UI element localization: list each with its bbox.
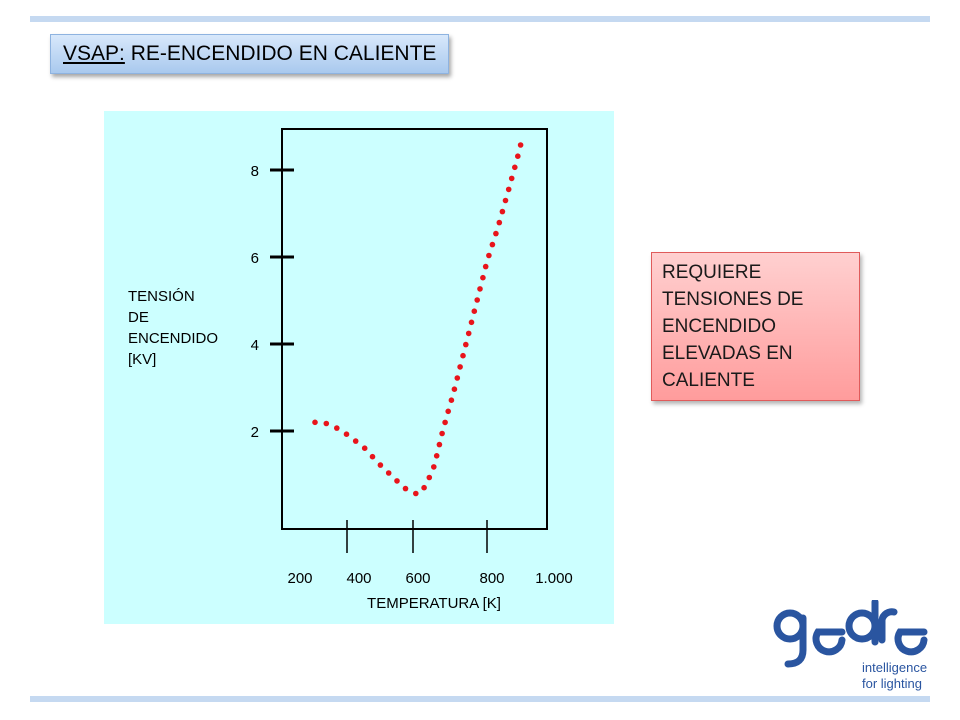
y-axis-label-line: TENSIÓN: [128, 288, 195, 305]
curve-dot: [457, 364, 463, 370]
curve-dot: [471, 308, 478, 314]
x-tick-label: 200: [287, 570, 312, 587]
curve-dot: [369, 453, 376, 460]
curve-dot: [499, 208, 506, 215]
curve-dot: [465, 330, 472, 337]
curve-dot: [463, 341, 469, 348]
x-tick-label: 600: [405, 570, 430, 587]
curve-dot: [431, 464, 437, 470]
title-rest: RE-ENCENDIDO EN CALIENTE: [124, 42, 437, 65]
x-axis-label: TEMPERATURA [K]: [367, 595, 501, 612]
logo-tagline-line1: intelligence: [862, 660, 928, 675]
chart-panel: 2 4 6 8 200 400 600 800 1.000 TEMPERATURA [K]: [104, 111, 614, 624]
bottom-accent-bar: [30, 696, 930, 702]
y-tick-label: 8: [251, 163, 259, 180]
curve-dot: [486, 252, 492, 259]
curve-dot: [460, 352, 466, 359]
curve-dot: [474, 297, 481, 303]
curve-dot: [413, 490, 419, 497]
y-axis-label-line: [KV]: [128, 351, 157, 368]
curve-dot: [323, 420, 330, 427]
curve-dot: [480, 274, 486, 281]
curve-dot: [505, 186, 512, 193]
gedfe-logo: [773, 600, 928, 668]
curve-dot: [502, 197, 509, 204]
curve-dot: [451, 386, 458, 393]
y-tick-label: 2: [251, 424, 259, 441]
title-prefix: VSAP:: [63, 42, 125, 65]
y-axis-label-line: DE: [128, 309, 149, 326]
curve-dot: [468, 319, 475, 326]
y-tick-label: 6: [251, 250, 259, 267]
curve-dot: [445, 408, 452, 415]
callout-box: REQUIERE TENSIONES DE ENCENDIDO ELEVADAS…: [651, 252, 860, 401]
curve-dot: [489, 241, 496, 248]
curve-dot: [512, 164, 518, 171]
curve-dot: [343, 431, 350, 438]
curve-dot: [436, 441, 443, 448]
curve-dot: [515, 153, 521, 159]
y-tick-label: 4: [251, 337, 259, 354]
curve-dot: [442, 419, 448, 426]
logo-tagline-line2: for lighting: [862, 676, 922, 691]
curve-dot: [377, 462, 384, 468]
curve-dot: [385, 470, 392, 476]
plot-frame: [281, 128, 548, 530]
x-tick-label: 400: [346, 570, 371, 587]
curve-dot: [448, 397, 455, 404]
curve-dot: [421, 484, 427, 491]
slide-title: VSAP: RE-ENCENDIDO EN CALIENTE: [50, 34, 450, 74]
curve-dot: [454, 375, 461, 381]
curve-dot: [496, 219, 503, 226]
top-accent-bar: [30, 16, 930, 22]
curve-dot: [493, 230, 499, 237]
curve-dot: [394, 478, 400, 484]
logo-tagline: intelligence for lighting: [862, 660, 927, 692]
curve-dot: [477, 286, 483, 292]
curve-dot: [439, 430, 445, 437]
y-axis-label: TENSIÓN DE ENCENDIDO [KV]: [128, 286, 218, 370]
x-tick-label: 1.000: [535, 570, 573, 587]
curve-dot: [426, 474, 433, 481]
x-tick-label: 800: [479, 570, 504, 587]
curve-dot: [517, 142, 524, 148]
curve-dot: [361, 445, 368, 452]
chart-svg: 2 4 6 8 200 400 600 800 1.000 TEMPERATURA [K]: [251, 128, 573, 612]
y-axis-label-line: ENCENDIDO: [128, 330, 219, 347]
curve-dot: [508, 175, 515, 182]
curve-dot: [312, 419, 318, 426]
curve-dot: [482, 263, 489, 270]
curve-dot: [334, 425, 340, 431]
curve-dot: [352, 438, 359, 444]
curve-dot: [433, 453, 440, 459]
curve-dot: [402, 485, 409, 492]
